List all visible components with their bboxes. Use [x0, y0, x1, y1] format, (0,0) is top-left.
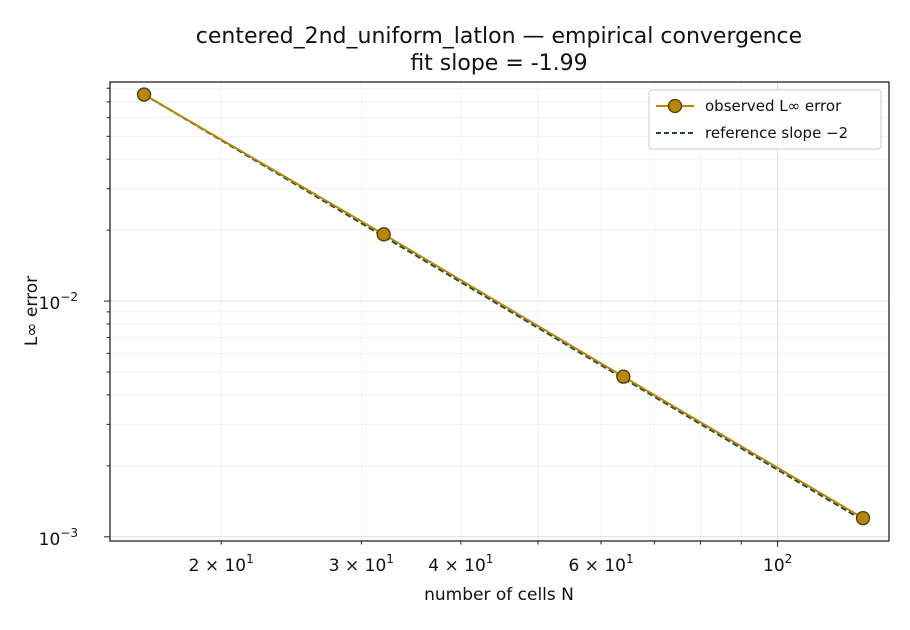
x-tick-label: 2 × 101	[189, 552, 254, 576]
series-layer	[136, 87, 871, 526]
observed-data-point	[855, 511, 871, 526]
chart-title: centered_2nd_uniform_latlon — empirical …	[196, 24, 802, 49]
legend-box	[648, 89, 882, 150]
y-tick-label: 10−3	[39, 526, 78, 550]
x-tick-label: 4 × 101	[428, 552, 493, 576]
observed-series-line	[143, 93, 864, 520]
y-axis-label: L∞ error	[22, 276, 42, 346]
legend: observed L∞ error reference slope −2	[648, 89, 882, 150]
minor-gridlines	[110, 82, 889, 541]
legend-observed-marker	[667, 98, 683, 114]
y-tick-label: 10−2	[39, 290, 78, 314]
legend-reference-label: reference slope −2	[705, 124, 848, 142]
axis-ticks	[104, 87, 779, 547]
tick-labels: 2 × 101 3 × 101 4 × 101 6 × 101 102 10−2 10−3	[39, 290, 793, 576]
observed-data-point	[616, 369, 631, 384]
plot-frame	[109, 81, 890, 542]
observed-data-point	[376, 227, 391, 242]
x-tick-label: 102	[763, 552, 792, 576]
observed-data-point	[136, 87, 152, 102]
x-tick-label: 6 × 101	[568, 552, 633, 576]
major-gridlines	[110, 82, 889, 541]
chart-subtitle: fit slope = -1.99	[410, 51, 587, 76]
legend-observed-label: observed L∞ error	[705, 97, 842, 115]
x-tick-label: 3 × 101	[329, 552, 394, 576]
x-axis-label: number of cells N	[424, 585, 574, 605]
